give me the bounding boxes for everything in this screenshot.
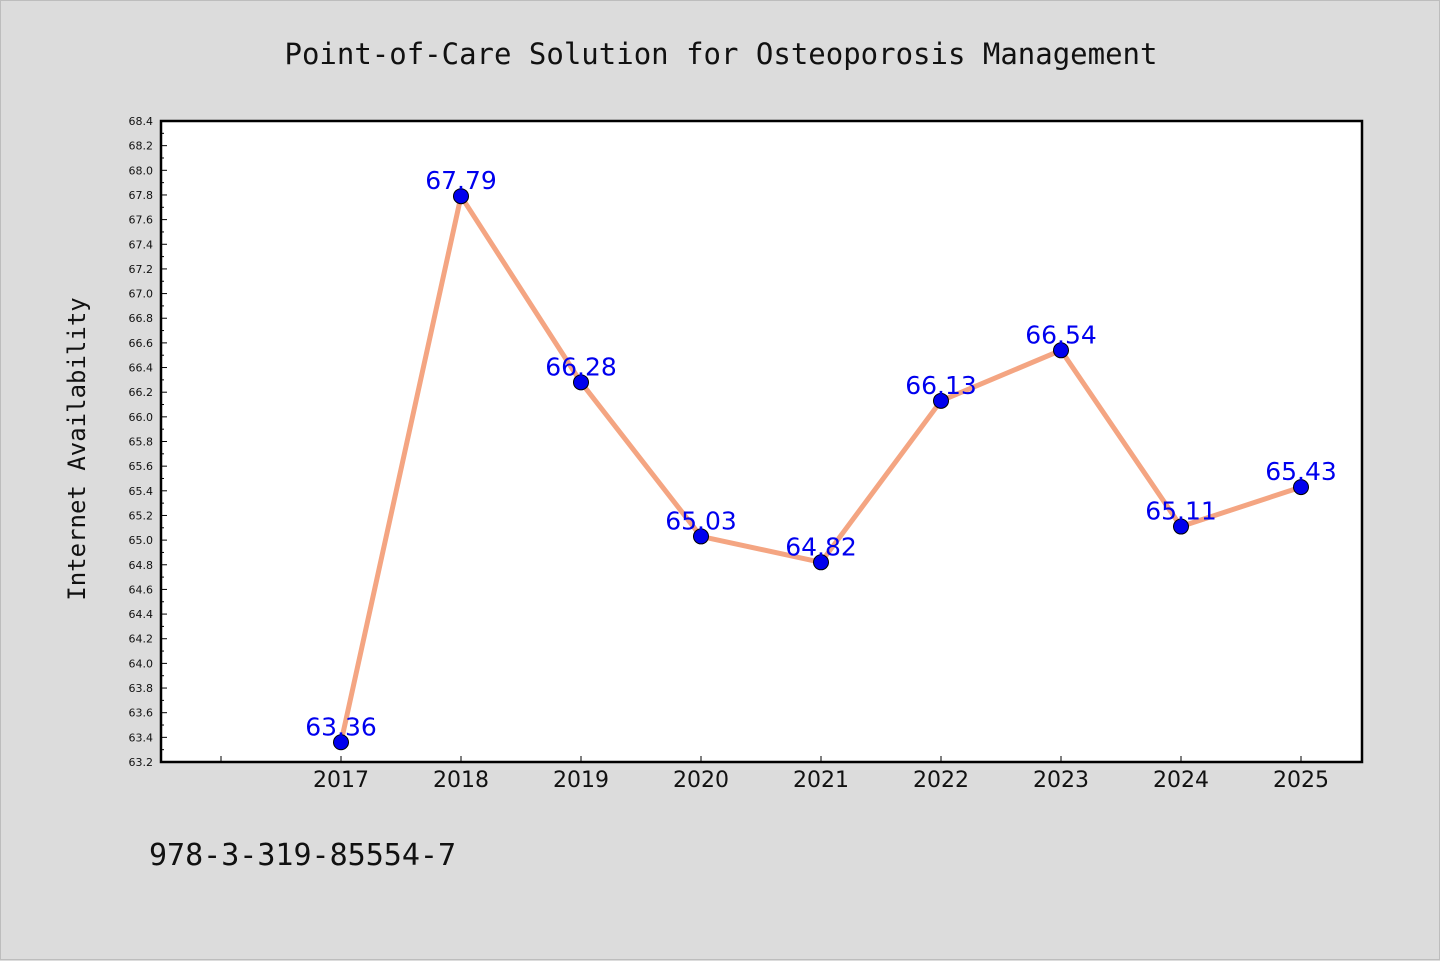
y-tick-label: 68.4 [129, 115, 154, 128]
y-axis-label: Internet Availability [63, 297, 91, 600]
y-tick-label: 66.0 [129, 411, 154, 424]
data-point [1293, 479, 1309, 496]
y-tick-label: 68.0 [129, 164, 154, 177]
y-tick-label: 64.4 [129, 608, 154, 621]
x-tick-label: 2024 [1153, 768, 1209, 793]
data-label: 66.28 [545, 352, 617, 381]
y-tick-label: 65.0 [129, 534, 154, 547]
data-point [573, 374, 589, 391]
y-tick-label: 64.8 [129, 559, 154, 572]
y-tick-label: 66.2 [129, 386, 154, 399]
x-tick-label: 2017 [313, 768, 369, 793]
y-tick-label: 64.2 [129, 633, 154, 646]
data-point [1173, 518, 1189, 535]
data-label: 63.36 [305, 712, 377, 741]
data-label: 64.82 [785, 532, 857, 561]
y-tick-label: 65.6 [129, 460, 154, 473]
data-point [813, 554, 829, 571]
data-label: 65.03 [665, 506, 737, 535]
y-tick-label: 63.2 [129, 756, 154, 769]
chart-title: Point-of-Care Solution for Osteoporosis … [285, 37, 1158, 71]
data-label: 65.43 [1265, 457, 1337, 486]
y-tick-label: 67.6 [129, 214, 154, 227]
x-tick-label: 2025 [1273, 768, 1329, 793]
y-tick-label: 67.0 [129, 288, 154, 301]
series-line-group [333, 188, 1309, 751]
y-tick-label: 66.8 [129, 312, 154, 325]
y-tick-label: 64.0 [129, 657, 154, 670]
data-point [933, 392, 949, 409]
data-label: 67.79 [425, 166, 497, 195]
y-tick-label: 65.2 [129, 509, 154, 522]
y-tick-label: 64.6 [129, 583, 154, 596]
y-tick-label: 63.4 [129, 731, 154, 744]
x-tick-label: 2019 [553, 768, 609, 793]
data-label: 66.54 [1025, 320, 1097, 349]
y-tick-label: 65.4 [129, 485, 154, 498]
data-point [1053, 342, 1069, 359]
y-tick-label: 67.2 [129, 263, 154, 276]
x-tick-label: 2021 [793, 768, 849, 793]
y-tick-label: 67.4 [129, 238, 154, 251]
isbn-text: 978-3-319-85554-7 [149, 838, 456, 873]
x-tick-label: 2020 [673, 768, 729, 793]
data-point [693, 528, 709, 545]
x-axis: 2017 2018 2019 2020 2021 2022 2023 2024 2025 [220, 756, 1329, 793]
y-tick-label: 65.8 [129, 436, 154, 449]
y-tick-label: 66.4 [129, 362, 154, 375]
data-point [453, 188, 469, 205]
y-axis: 63.2 63.4 63.6 63.8 64.0 64.2 64.4 64.6 64.8 65.0… [129, 115, 167, 769]
y-tick-label: 66.6 [129, 337, 154, 350]
y-tick-label: 63.8 [129, 682, 154, 695]
data-point [333, 734, 349, 751]
data-labels: 63.36 67.79 66.28 65.03 64.82 66.13 66.54 65.11… [305, 166, 1337, 741]
y-tick-label: 68.2 [129, 140, 154, 153]
data-label: 65.11 [1145, 497, 1217, 526]
x-tick-label: 2022 [913, 768, 969, 793]
x-tick-label: 2023 [1033, 768, 1089, 793]
x-tick-label: 2018 [433, 768, 489, 793]
y-tick-label: 63.6 [129, 707, 154, 720]
plot-area [159, 119, 1364, 764]
data-label: 66.13 [905, 371, 977, 400]
y-tick-label: 67.8 [129, 189, 154, 202]
